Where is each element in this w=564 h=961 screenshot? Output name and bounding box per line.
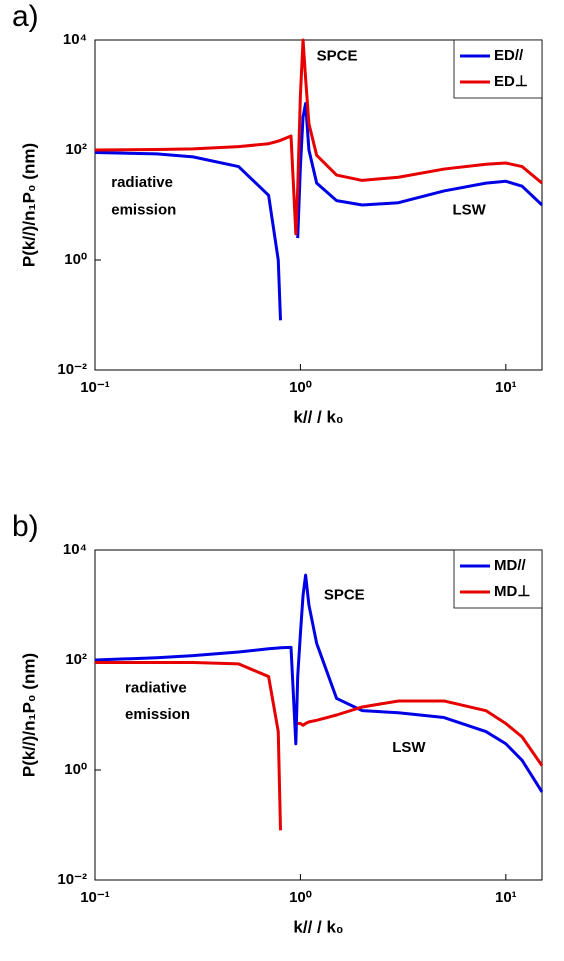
x-tick-label: 10¹ — [495, 379, 517, 396]
x-tick-label: 10¹ — [495, 889, 517, 906]
annotation: SPCE — [317, 48, 358, 65]
annotation: radiative — [111, 174, 173, 191]
x-tick-label: 10⁻¹ — [80, 379, 110, 396]
y-tick-label: 10⁴ — [63, 31, 87, 48]
x-tick-label: 10⁰ — [289, 379, 312, 396]
y-tick-label: 10⁰ — [64, 761, 87, 778]
annotation: SPCE — [324, 586, 365, 603]
y-tick-label: 10⁻² — [57, 871, 87, 888]
annotation: radiative — [125, 680, 187, 697]
annotation: emission — [125, 706, 190, 723]
y-tick-label: 10² — [65, 651, 87, 668]
x-tick-label: 10⁻¹ — [80, 889, 110, 906]
legend-label: ED⊥ — [494, 73, 528, 90]
y-axis-label: P(k//)/n₁P₀ (nm) — [19, 653, 38, 777]
y-tick-label: 10² — [65, 141, 87, 158]
legend-label: MD⊥ — [494, 583, 530, 600]
axes-box — [94, 549, 543, 881]
panel-label: b) — [12, 510, 39, 543]
y-tick-label: 10⁴ — [63, 541, 87, 558]
series-line — [95, 661, 544, 831]
series-line — [94, 38, 543, 236]
x-tick-label: 10⁰ — [289, 889, 312, 906]
series-line — [94, 573, 544, 793]
x-axis-label: k// / k₀ — [293, 407, 343, 426]
legend-label: ED// — [494, 47, 524, 64]
annotation: emission — [111, 201, 176, 218]
legend-label: MD// — [494, 557, 526, 574]
annotation: LSW — [452, 201, 486, 218]
y-tick-label: 10⁻² — [57, 361, 87, 378]
y-tick-label: 10⁰ — [64, 251, 87, 268]
panel-label: a) — [12, 0, 39, 33]
y-axis-label: P(k//)/n₁P₀ (nm) — [19, 143, 38, 267]
legend-box — [453, 39, 543, 99]
annotation: LSW — [392, 739, 426, 756]
x-axis-label: k// / k₀ — [293, 917, 343, 936]
legend-box — [453, 549, 543, 609]
series-line — [94, 102, 544, 321]
